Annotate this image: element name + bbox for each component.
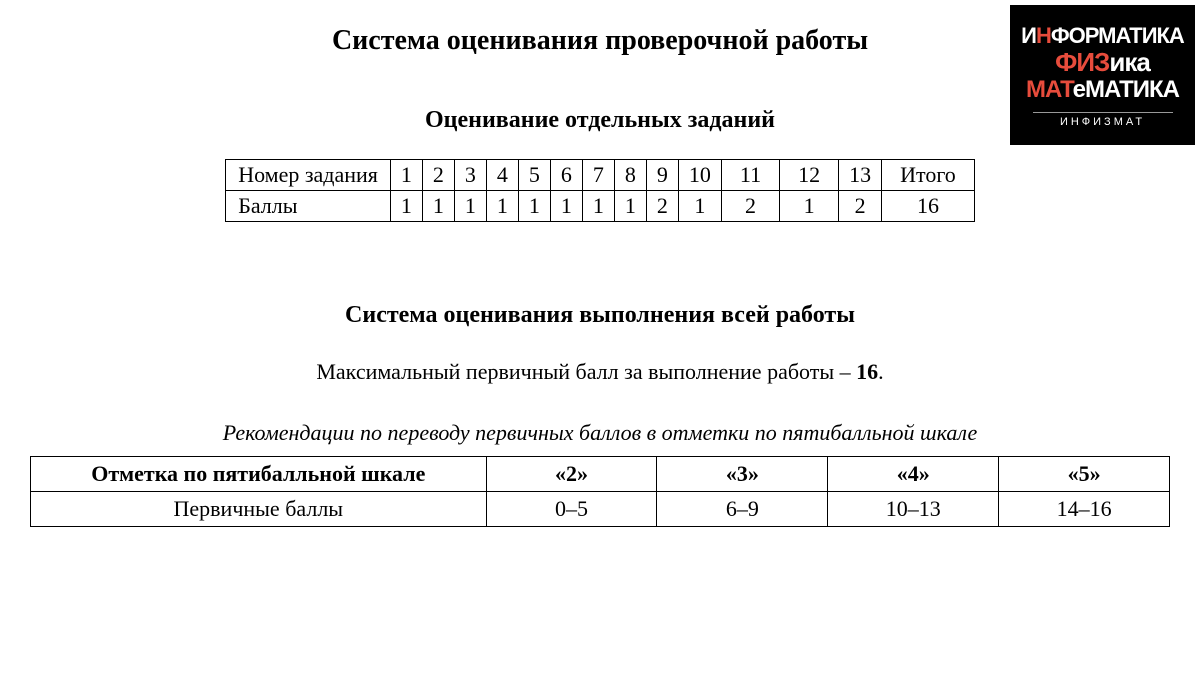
max-score-prefix: Максимальный первичный балл за выполнени… bbox=[316, 359, 856, 384]
points-cell: 1 bbox=[422, 191, 454, 222]
task-number-cell: 1 bbox=[390, 160, 422, 191]
logo-part: ика bbox=[1109, 47, 1149, 77]
task-points-table: Номер задания 1 2 3 4 5 6 7 8 9 10 11 12… bbox=[225, 159, 975, 222]
range-cell: 6–9 bbox=[657, 492, 828, 527]
table-row: Номер задания 1 2 3 4 5 6 7 8 9 10 11 12… bbox=[226, 160, 975, 191]
points-cell: 2 bbox=[646, 191, 678, 222]
logo-part: Н bbox=[1036, 23, 1051, 48]
grade-header-label: Отметка по пятибалльной шкале bbox=[31, 457, 487, 492]
grade-cell: «2» bbox=[486, 457, 657, 492]
points-cell: 1 bbox=[582, 191, 614, 222]
task-number-cell: 13 bbox=[839, 160, 882, 191]
logo-caption: ИНФИЗМАТ bbox=[1033, 112, 1173, 128]
main-title: Система оценивания проверочной работы bbox=[30, 25, 1170, 57]
task-number-cell: 10 bbox=[678, 160, 721, 191]
max-score-value: 16 bbox=[856, 359, 878, 384]
task-number-cell-total: Итого bbox=[882, 160, 975, 191]
points-cell-total: 16 bbox=[882, 191, 975, 222]
points-cell: 1 bbox=[780, 191, 839, 222]
grade-cell: «5» bbox=[999, 457, 1170, 492]
points-cell: 1 bbox=[550, 191, 582, 222]
logo-part: ФОРМАТИКА bbox=[1051, 23, 1184, 48]
task-number-cell: 4 bbox=[486, 160, 518, 191]
conversion-note: Рекомендации по переводу первичных балло… bbox=[30, 420, 1170, 446]
points-cell: 1 bbox=[390, 191, 422, 222]
task-points-table-wrapper: Номер задания 1 2 3 4 5 6 7 8 9 10 11 12… bbox=[30, 159, 1170, 222]
section-title: Система оценивания выполнения всей работ… bbox=[30, 302, 1170, 329]
logo-watermark: ИНФОРМАТИКА ФИЗика МАТеМАТИКА ИНФИЗМАТ bbox=[1010, 5, 1195, 145]
task-number-cell: 8 bbox=[614, 160, 646, 191]
max-score-text: Максимальный первичный балл за выполнени… bbox=[30, 359, 1170, 385]
max-score-suffix: . bbox=[878, 359, 884, 384]
points-cell: 2 bbox=[839, 191, 882, 222]
logo-line-1: ИНФОРМАТИКА bbox=[1021, 23, 1184, 49]
grade-cell: «3» bbox=[657, 457, 828, 492]
points-cell: 2 bbox=[721, 191, 779, 222]
task-number-cell: 5 bbox=[518, 160, 550, 191]
points-cell: 1 bbox=[614, 191, 646, 222]
points-cell: 1 bbox=[678, 191, 721, 222]
logo-part: еМАТИКА bbox=[1073, 76, 1179, 103]
row-header-task-number: Номер задания bbox=[226, 160, 391, 191]
points-cell: 1 bbox=[518, 191, 550, 222]
table-row: Баллы 1 1 1 1 1 1 1 1 2 1 2 1 2 16 bbox=[226, 191, 975, 222]
task-number-cell: 3 bbox=[454, 160, 486, 191]
task-number-cell: 2 bbox=[422, 160, 454, 191]
primary-points-label: Первичные баллы bbox=[31, 492, 487, 527]
task-number-cell: 12 bbox=[780, 160, 839, 191]
logo-part: ФИЗ bbox=[1055, 47, 1109, 77]
table-row: Первичные баллы 0–5 6–9 10–13 14–16 bbox=[31, 492, 1170, 527]
logo-part: И bbox=[1021, 23, 1036, 48]
table-row: Отметка по пятибалльной шкале «2» «3» «4… bbox=[31, 457, 1170, 492]
range-cell: 0–5 bbox=[486, 492, 657, 527]
grade-cell: «4» bbox=[828, 457, 999, 492]
logo-line-2: ФИЗика bbox=[1055, 47, 1150, 78]
logo-part: МАТ bbox=[1026, 76, 1073, 103]
row-header-points: Баллы bbox=[226, 191, 391, 222]
points-cell: 1 bbox=[486, 191, 518, 222]
points-cell: 1 bbox=[454, 191, 486, 222]
task-number-cell: 9 bbox=[646, 160, 678, 191]
grade-conversion-table: Отметка по пятибалльной шкале «2» «3» «4… bbox=[30, 456, 1170, 527]
task-number-cell: 7 bbox=[582, 160, 614, 191]
task-number-cell: 11 bbox=[721, 160, 779, 191]
sub-title: Оценивание отдельных заданий bbox=[30, 107, 1170, 134]
logo-line-3: МАТеМАТИКА bbox=[1026, 76, 1179, 104]
range-cell: 10–13 bbox=[828, 492, 999, 527]
task-number-cell: 6 bbox=[550, 160, 582, 191]
range-cell: 14–16 bbox=[999, 492, 1170, 527]
